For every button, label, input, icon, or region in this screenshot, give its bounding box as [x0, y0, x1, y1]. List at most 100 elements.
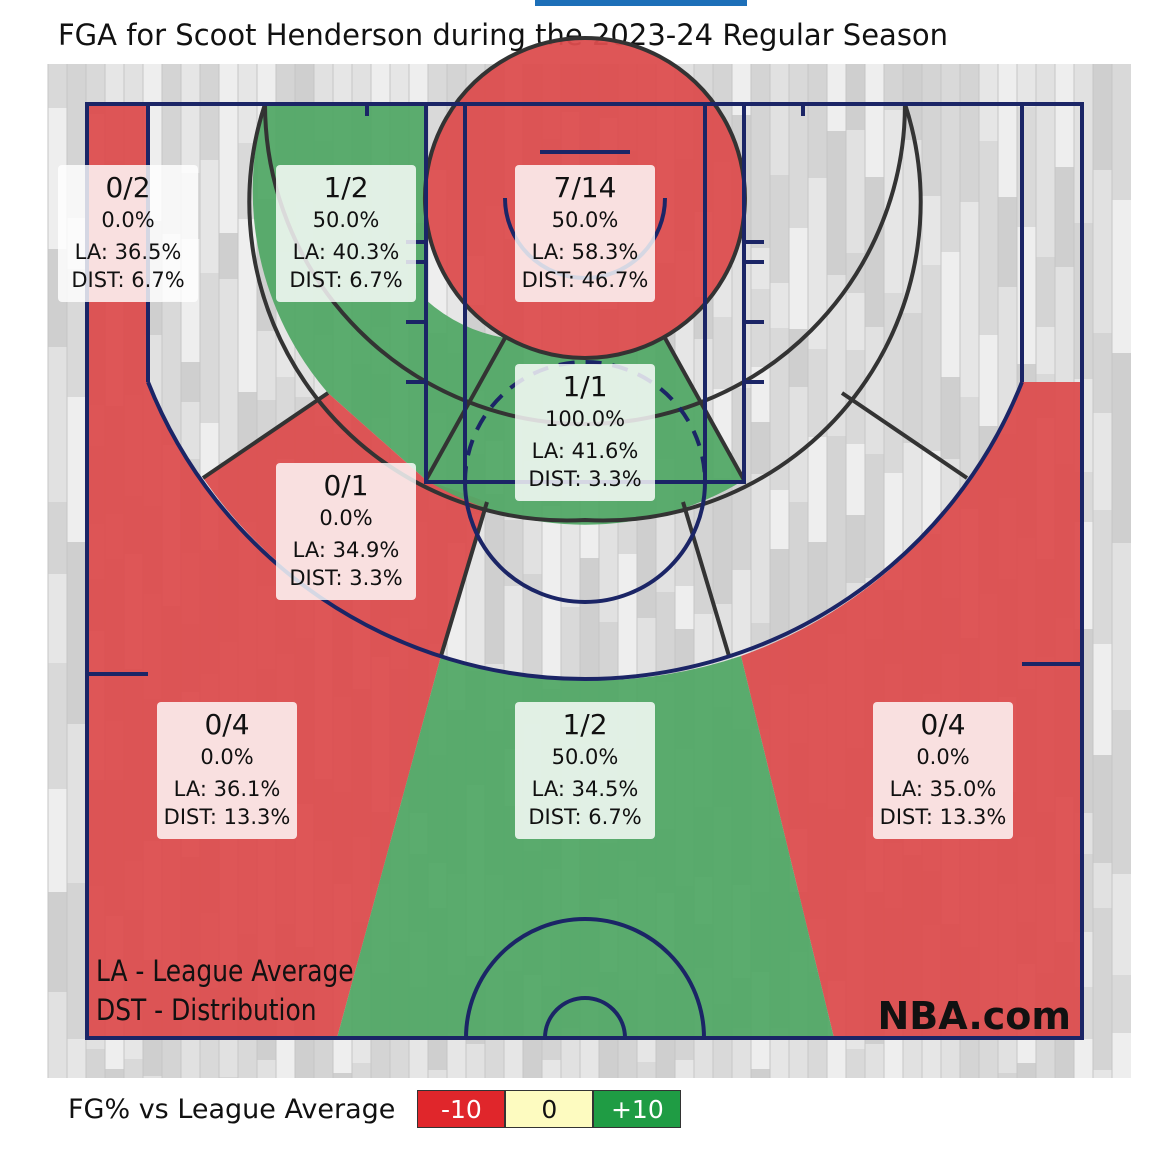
- floor-plank: [656, 592, 675, 682]
- floor-plank: [922, 265, 941, 451]
- floor-plank: [979, 141, 998, 335]
- stat-box-right-wing-3: 0/4 0.0% LA: 35.0% DIST: 13.3%: [873, 702, 1013, 839]
- floor-plank: [960, 64, 979, 202]
- floor-plank: [1112, 200, 1131, 353]
- made-attempts: 1/2: [323, 171, 368, 204]
- floor-plank: [770, 175, 789, 283]
- floor-plank: [789, 228, 808, 329]
- fg-pct: 50.0%: [552, 745, 619, 769]
- floor-plank: [865, 177, 884, 327]
- league-average: LA: 58.3%: [532, 240, 639, 264]
- distribution: DIST: 6.7%: [528, 805, 641, 829]
- floor-plank: [352, 64, 371, 107]
- floor-plank: [1112, 975, 1131, 1033]
- floor-plank: [67, 724, 86, 883]
- floor-plank: [86, 1049, 105, 1078]
- floor-plank: [1093, 755, 1112, 863]
- floor-plank: [903, 313, 922, 443]
- floor-plank: [865, 64, 884, 177]
- floor-plank: [960, 202, 979, 397]
- stat-box-left-corner-3: 0/2 0.0% LA: 36.5% DIST: 6.7%: [58, 165, 198, 302]
- legend-swatch-above: +10: [593, 1090, 682, 1128]
- made-attempts: 0/4: [204, 708, 249, 741]
- floor-plank: [200, 273, 219, 423]
- floor-plank: [751, 248, 770, 289]
- floor-plank: [67, 397, 86, 542]
- stat-box-bg: [276, 165, 416, 302]
- distribution: DIST: 3.3%: [528, 467, 641, 491]
- stat-box-bg: [873, 702, 1013, 839]
- floor-plank: [1036, 64, 1055, 257]
- made-attempts: 0/1: [323, 469, 368, 502]
- floor-plank: [922, 64, 941, 196]
- floor-plank: [219, 64, 238, 233]
- floor-plank: [48, 663, 67, 789]
- floor-plank: [181, 402, 200, 459]
- floor-plank: [922, 196, 941, 265]
- floor-plank: [1093, 1070, 1112, 1078]
- floor-plank: [48, 892, 67, 992]
- note-distribution: DST - Distribution: [96, 994, 317, 1027]
- league-average: LA: 36.5%: [75, 240, 182, 264]
- floor-plank: [979, 1040, 998, 1078]
- floor-plank: [181, 362, 200, 402]
- floor-plank: [865, 1044, 884, 1078]
- floor-plank: [922, 451, 941, 534]
- distribution: DIST: 13.3%: [164, 805, 291, 829]
- floor-plank: [67, 883, 86, 1039]
- distribution: DIST: 13.3%: [880, 805, 1007, 829]
- made-attempts: 1/2: [562, 708, 607, 741]
- league-average: LA: 36.1%: [174, 777, 281, 801]
- floor-plank: [48, 64, 67, 108]
- floor-plank: [827, 275, 846, 436]
- floor-plank: [1036, 327, 1055, 374]
- league-average: LA: 34.9%: [293, 538, 400, 562]
- stat-box-paint-non-ra: 1/1 100.0% LA: 41.6% DIST: 3.3%: [515, 364, 655, 501]
- floor-plank: [1112, 543, 1131, 710]
- floor-plank: [333, 1073, 352, 1078]
- floor-plank: [808, 64, 827, 178]
- floor-plank: [67, 542, 86, 724]
- floor-plank: [1112, 710, 1131, 874]
- floor-plank: [941, 252, 960, 377]
- stat-box-bg: [515, 364, 655, 501]
- three-point-arc: [146, 381, 1024, 681]
- floor-plank: [162, 301, 181, 445]
- floor-plank: [846, 444, 865, 515]
- floor-plank: [48, 992, 67, 1078]
- floor-plank: [637, 1062, 656, 1078]
- note-league-average: LA - League Average: [96, 955, 354, 988]
- floor-plank: [998, 197, 1017, 287]
- floor-plank: [865, 327, 884, 454]
- floor-plank: [599, 497, 618, 622]
- floor-plank: [732, 243, 751, 388]
- floor-plank: [827, 64, 846, 131]
- floor-plank: [1112, 64, 1131, 200]
- floor-plank: [314, 1040, 333, 1078]
- floor-plank: [827, 436, 846, 634]
- floor-plank: [770, 490, 789, 549]
- floor-plank: [998, 287, 1017, 434]
- floor-plank: [466, 1044, 485, 1078]
- stat-box-bg: [276, 463, 416, 600]
- fg-pct: 0.0%: [916, 745, 969, 769]
- stat-box-bg: [157, 702, 297, 839]
- center-circle: [464, 917, 706, 1039]
- zone-stat-boxes: 0/2 0.0% LA: 36.5% DIST: 6.7% 1/2 50.0% LA: 40…: [58, 165, 1013, 839]
- floor-plank: [485, 494, 504, 664]
- mid-range-arc: [247, 103, 923, 523]
- made-attempts: 0/4: [920, 708, 965, 741]
- league-average: LA: 40.3%: [293, 240, 400, 264]
- floor-plank: [143, 1076, 162, 1078]
- floor-plank: [751, 289, 770, 367]
- floor-plank: [485, 1036, 504, 1078]
- floor-plank: [542, 1060, 561, 1078]
- floor-plank: [1093, 413, 1112, 510]
- floor-plank: [257, 1060, 276, 1078]
- made-attempts: 7/14: [554, 171, 617, 204]
- floor-plank: [675, 1060, 694, 1078]
- chart-title: FGA for Scoot Henderson during the 2023-…: [58, 18, 949, 52]
- floor-plank: [105, 1069, 124, 1078]
- floor-plank: [941, 64, 960, 252]
- floor-plank: [808, 178, 827, 349]
